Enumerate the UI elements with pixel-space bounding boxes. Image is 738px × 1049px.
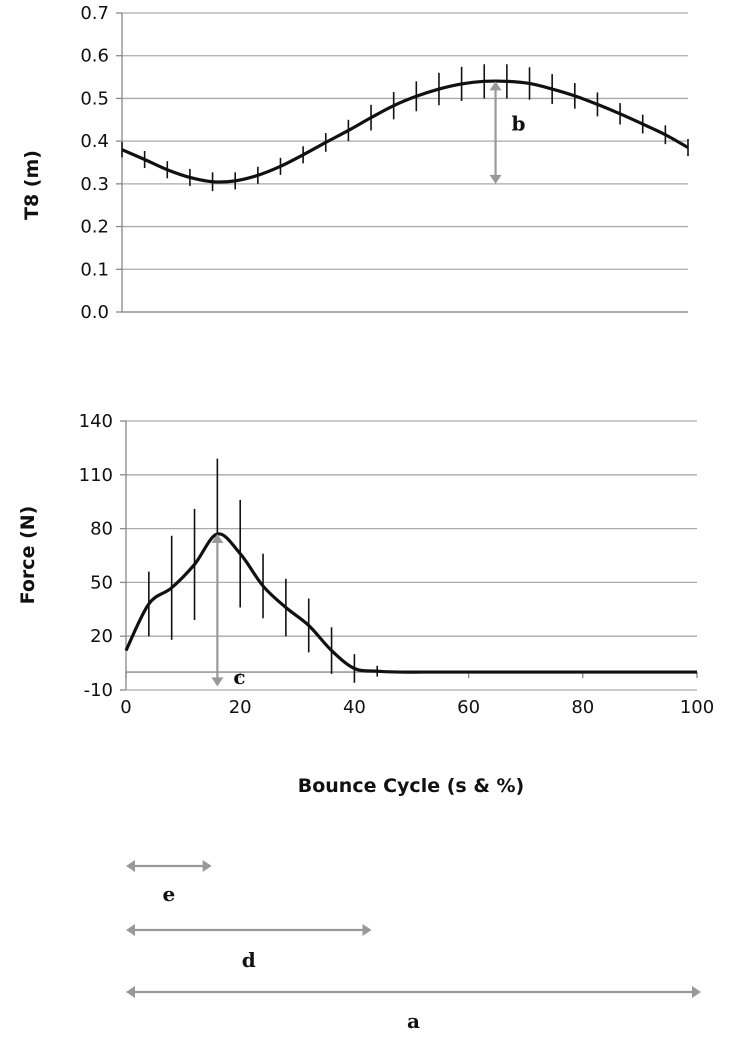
force-x-tick-label: 20 [229,697,252,718]
t8-ylabel: T8 (m) [21,150,43,220]
t8-y-tick-label: 0.3 [80,174,109,195]
force-x-tick-label: 100 [680,697,714,718]
force-x-tick-label: 80 [571,697,594,718]
t8-axes [116,12,688,313]
force-series-line [124,532,697,674]
force-x-tick-label: 0 [120,697,131,718]
force-axes [120,420,698,691]
t8-tick-labels: 0.0 0.1 0.2 0.3 0.4 0.5 0.6 0.7 [80,3,109,323]
force-annotations: c [211,533,246,689]
force-y-tick-label: -10 [84,680,113,701]
force-y-tick-label: 140 [79,411,113,432]
force-annotation-c-head-up [211,533,224,543]
t8-annotation-b-head-down [489,174,502,184]
span-arrow-a-head-left [126,986,135,998]
span-arrow-e-head-left [126,860,135,872]
t8-y-tick-label: 0.1 [80,259,109,280]
t8-y-tick-label: 0.0 [80,302,109,323]
t8-annotation-b-label: b [512,111,526,135]
force-annotation-c-head-down [211,677,224,687]
t8-y-tick-label: 0.6 [80,46,109,67]
force-y-tick-label: 20 [90,626,113,647]
t8-gridlines [122,12,688,313]
t8-annotations: b [489,81,526,184]
span-arrow-d-head-left [126,924,135,936]
cycle-span-arrows: e d a [126,860,701,1033]
t8-y-tick-label: 0.2 [80,217,109,238]
force-y-tick-label: 110 [79,465,113,486]
force-chart: -10 20 50 80 110 140 0 20 40 60 80 100 Force (N) Bo… [17,411,714,797]
t8-chart: 0.0 0.1 0.2 0.3 0.4 0.5 0.6 0.7 T8 (m) b [21,3,689,323]
span-arrow-d-head-right [362,924,372,936]
force-x-tick-label: 40 [343,697,366,718]
t8-series-line [121,79,689,184]
force-y-tick-label: 80 [90,519,113,540]
span-arrow-e-head-right [202,860,212,872]
force-gridlines [126,420,697,691]
force-tick-labels: -10 20 50 80 110 140 0 20 40 60 80 100 [79,411,715,718]
force-annotation-c-label: c [233,665,245,689]
force-xlabel: Bounce Cycle (s & %) [298,775,524,797]
span-arrow-e-label: e [162,882,175,906]
t8-annotation-b-head-up [489,81,502,91]
t8-y-tick-label: 0.5 [80,88,109,109]
span-arrow-a-label: a [407,1009,420,1033]
force-ylabel: Force (N) [17,506,39,605]
t8-errorbars [121,64,689,192]
span-arrow-a-head-right [692,986,701,998]
force-x-tick-label: 60 [457,697,480,718]
span-arrow-d-label: d [242,948,256,972]
force-y-tick-label: 50 [90,572,113,593]
t8-y-tick-label: 0.7 [80,3,109,24]
force-errorbars [148,458,379,683]
t8-y-tick-label: 0.4 [80,131,109,152]
